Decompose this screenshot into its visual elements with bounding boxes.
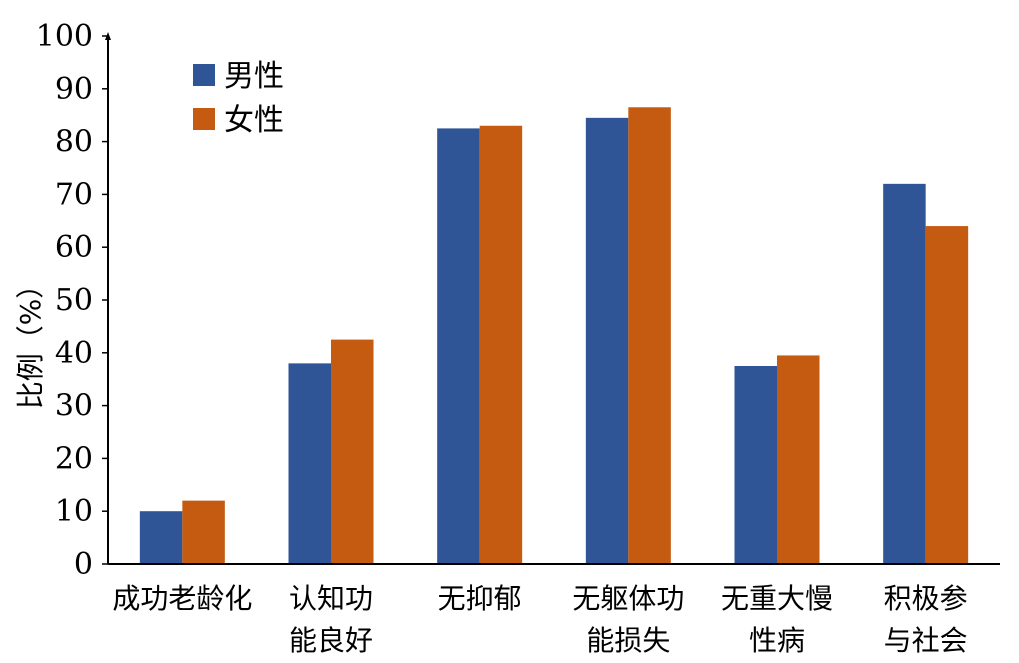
legend-label: 女性 <box>224 103 284 138</box>
x-category-label: 成功老龄化 <box>112 582 252 615</box>
bar-female <box>628 107 671 564</box>
y-tick-label: 30 <box>55 389 93 424</box>
bar-male <box>585 117 629 564</box>
bars-group <box>139 107 969 564</box>
y-axis-label: 比例（%） <box>14 271 47 410</box>
y-tick-label: 20 <box>55 441 93 476</box>
bar-male <box>734 366 777 564</box>
legend-swatch <box>193 108 215 130</box>
bar-male <box>883 183 926 564</box>
y-ticks-group: 0 10 20 30 40 50 60 70 80 90 100 <box>36 19 108 582</box>
x-category-label: 无重大慢 <box>721 582 833 615</box>
y-tick-label: 40 <box>55 336 93 371</box>
bar-male <box>437 128 480 564</box>
x-category-label: 认知功 <box>289 582 373 615</box>
bar-female <box>331 339 374 564</box>
bar-female <box>182 500 225 564</box>
x-category-label: 性病 <box>749 624 805 657</box>
y-tick-label: 0 <box>74 547 93 582</box>
y-tick-label: 90 <box>55 72 93 107</box>
bar-female <box>777 355 820 564</box>
y-tick-label: 100 <box>36 19 93 54</box>
x-category-label: 与社会 <box>884 624 968 657</box>
bar-female <box>925 226 969 564</box>
y-tick-label: 70 <box>55 177 93 212</box>
bar-female <box>479 125 523 564</box>
x-category-label: 积极参 <box>884 582 968 615</box>
x-category-label: 能良好 <box>289 624 373 657</box>
x-category-label: 无抑郁 <box>438 582 522 615</box>
y-tick-label: 80 <box>55 125 93 160</box>
legend-label: 男性 <box>224 59 284 94</box>
legend-swatch <box>193 64 215 86</box>
bar-male <box>288 363 331 564</box>
y-tick-label: 50 <box>55 283 93 318</box>
y-tick-label: 60 <box>55 230 93 265</box>
bar-male <box>139 511 183 564</box>
y-tick-label: 10 <box>55 494 93 529</box>
x-category-label: 无躯体功 <box>572 582 684 615</box>
x-category-label: 能损失 <box>586 624 670 657</box>
